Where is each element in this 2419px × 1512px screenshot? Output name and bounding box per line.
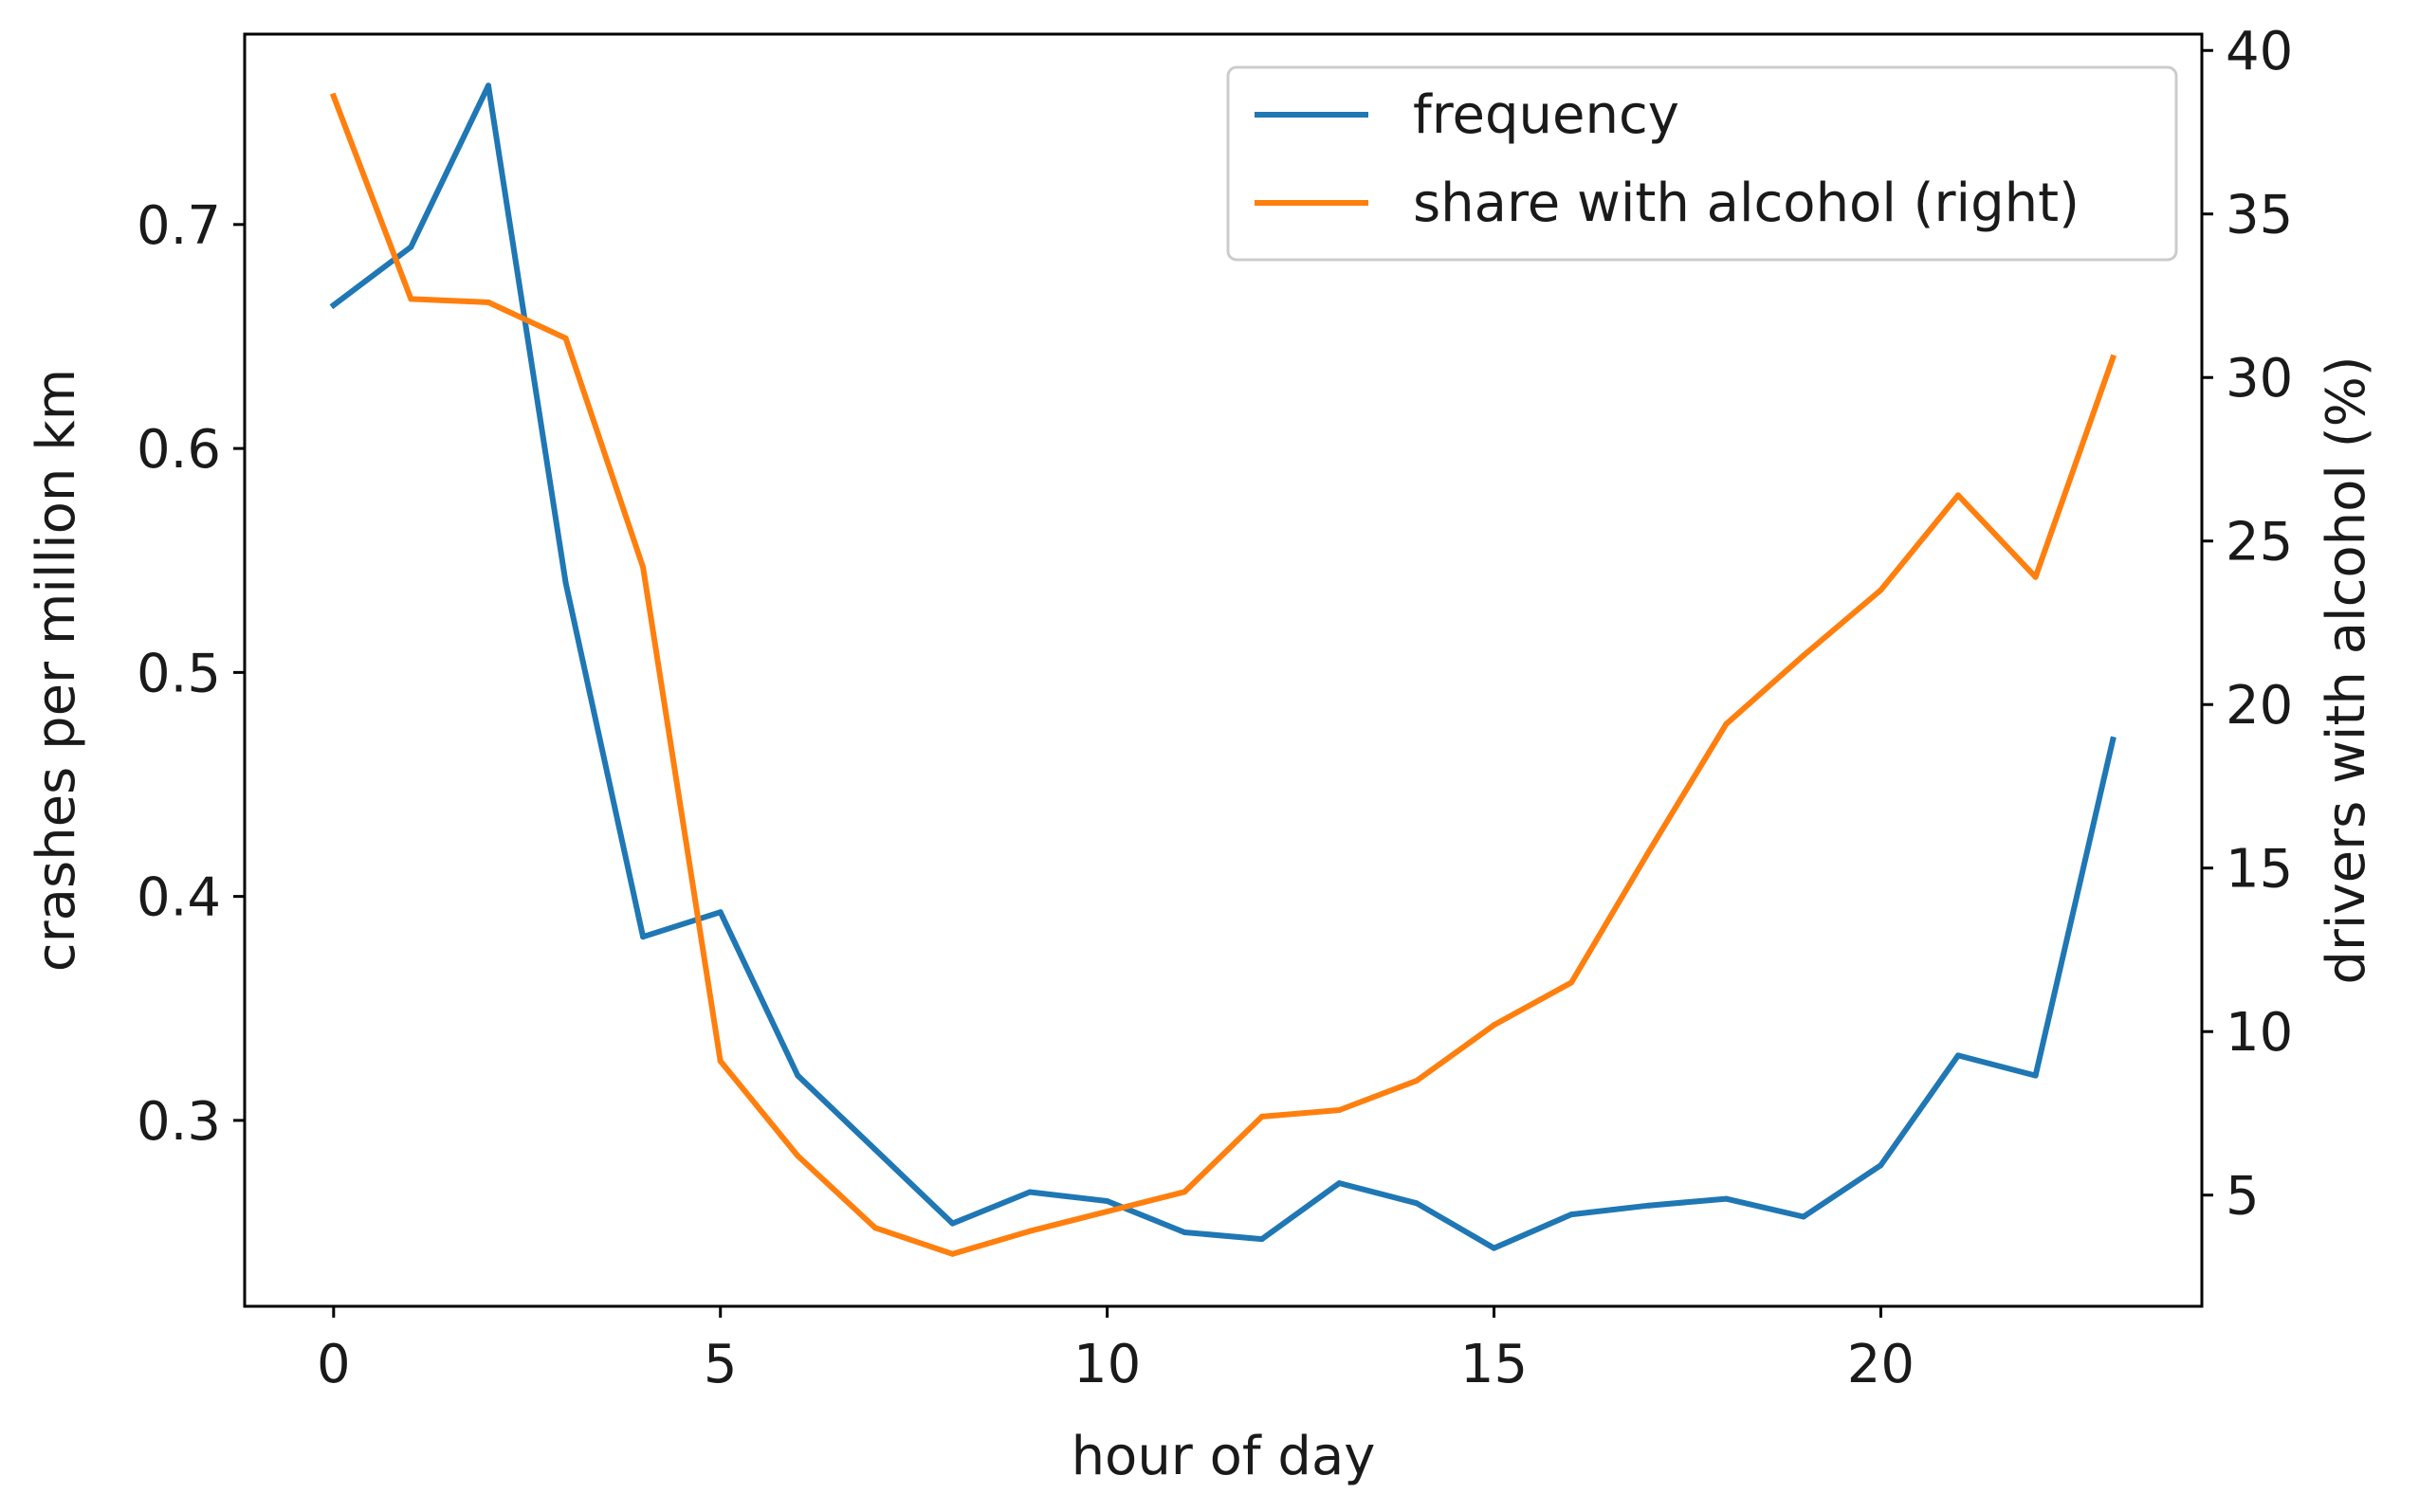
data-point-frequency-18 — [1723, 1195, 1730, 1202]
y-right-tick-label-15: 15 — [2226, 839, 2293, 901]
data-point-frequency-7 — [871, 1146, 878, 1153]
x-axis-label: hour of day — [1072, 1426, 1376, 1487]
plot-frame — [243, 32, 2204, 1308]
y-right-tick-label-10: 10 — [2226, 1002, 2293, 1064]
data-point-alcohol-12 — [1258, 1113, 1265, 1120]
data-point-alcohol-0 — [330, 93, 337, 100]
data-point-alcohol-22 — [2032, 574, 2039, 580]
legend-label-frequency: frequency — [1413, 84, 1679, 146]
data-point-alcohol-19 — [1800, 652, 1806, 659]
data-point-alcohol-1 — [408, 296, 414, 302]
data-point-alcohol-2 — [486, 299, 491, 305]
data-point-frequency-5 — [717, 909, 724, 916]
y-left-tick-label-0_5: 0.5 — [137, 643, 221, 704]
y-right-tick-label-30: 30 — [2226, 348, 2293, 410]
data-point-alcohol-18 — [1723, 720, 1730, 727]
legend-label-alcohol: share with alcohol (right) — [1413, 173, 2080, 234]
x-tick-label-10: 10 — [1073, 1334, 1141, 1395]
y-left-tick-label-0_7: 0.7 — [137, 195, 221, 257]
y-axis-left: 0.3 0.4 0.5 0.6 0.7 — [137, 195, 245, 1153]
data-point-frequency-8 — [949, 1220, 956, 1227]
series-layer — [329, 82, 2117, 1257]
y-right-tick-label-20: 20 — [2226, 675, 2293, 737]
data-point-frequency-22 — [2032, 1072, 2039, 1079]
data-point-frequency-17 — [1645, 1202, 1652, 1209]
data-point-alcohol-16 — [1568, 979, 1575, 986]
series-line-frequency — [329, 82, 2117, 1251]
data-point-frequency-6 — [795, 1072, 801, 1079]
data-point-frequency-12 — [1258, 1236, 1265, 1243]
data-point-frequency-15 — [1491, 1245, 1497, 1251]
x-tick-label-20: 20 — [1847, 1334, 1915, 1395]
data-point-alcohol-10 — [1104, 1209, 1110, 1214]
data-point-alcohol-11 — [1182, 1189, 1188, 1195]
data-point-alcohol-23 — [2110, 355, 2117, 361]
y-left-tick-label-0_4: 0.4 — [137, 867, 221, 929]
data-point-alcohol-7 — [871, 1225, 878, 1231]
y-left-tick-label-0_3: 0.3 — [137, 1091, 221, 1153]
data-point-frequency-11 — [1182, 1230, 1188, 1235]
y-axis-right-label: drivers with alcohol (%) — [2316, 355, 2377, 984]
data-point-alcohol-3 — [562, 335, 569, 341]
data-point-frequency-2 — [486, 82, 491, 89]
data-point-frequency-21 — [1955, 1052, 1961, 1059]
y-right-tick-label-35: 35 — [2226, 185, 2293, 246]
data-point-alcohol-15 — [1491, 1022, 1497, 1029]
x-tick-label-15: 15 — [1460, 1334, 1528, 1395]
y-axis-right: 5 10 15 20 25 30 35 40 — [2202, 21, 2293, 1228]
series-line-alcohol — [329, 92, 2117, 1257]
x-tick-label-5: 5 — [704, 1334, 738, 1395]
data-point-frequency-16 — [1568, 1211, 1575, 1218]
data-point-alcohol-9 — [1027, 1228, 1033, 1234]
data-point-alcohol-5 — [717, 1058, 724, 1065]
data-point-frequency-14 — [1414, 1200, 1420, 1207]
data-point-alcohol-17 — [1645, 848, 1652, 855]
y-right-tick-label-5: 5 — [2226, 1166, 2260, 1228]
x-tick-label-0: 0 — [317, 1334, 351, 1395]
data-point-alcohol-8 — [949, 1250, 956, 1257]
legend-box — [1226, 65, 2178, 262]
y-left-tick-label-0_6: 0.6 — [137, 419, 221, 481]
data-point-alcohol-21 — [1955, 492, 1961, 499]
x-axis: 0 5 10 15 20 — [317, 1306, 1915, 1395]
y-axis-left-label: crashes per million km — [26, 369, 87, 972]
data-point-alcohol-14 — [1414, 1078, 1420, 1084]
legend: frequency share with alcohol (right) — [1226, 65, 2178, 262]
data-point-alcohol-20 — [1878, 587, 1884, 593]
data-point-frequency-19 — [1800, 1213, 1806, 1220]
data-point-frequency-10 — [1104, 1198, 1110, 1204]
data-point-alcohol-4 — [640, 564, 647, 571]
data-point-frequency-9 — [1027, 1189, 1033, 1195]
data-point-frequency-23 — [2110, 737, 2117, 743]
data-point-alcohol-6 — [795, 1153, 801, 1159]
data-point-frequency-20 — [1878, 1162, 1884, 1169]
data-point-frequency-1 — [408, 244, 414, 250]
data-point-alcohol-13 — [1336, 1107, 1343, 1113]
data-point-frequency-3 — [562, 579, 569, 586]
data-point-frequency-4 — [640, 934, 647, 940]
y-right-tick-label-40: 40 — [2226, 21, 2293, 82]
data-point-frequency-13 — [1336, 1180, 1343, 1187]
data-point-frequency-0 — [330, 301, 337, 308]
y-right-tick-label-25: 25 — [2226, 512, 2293, 574]
